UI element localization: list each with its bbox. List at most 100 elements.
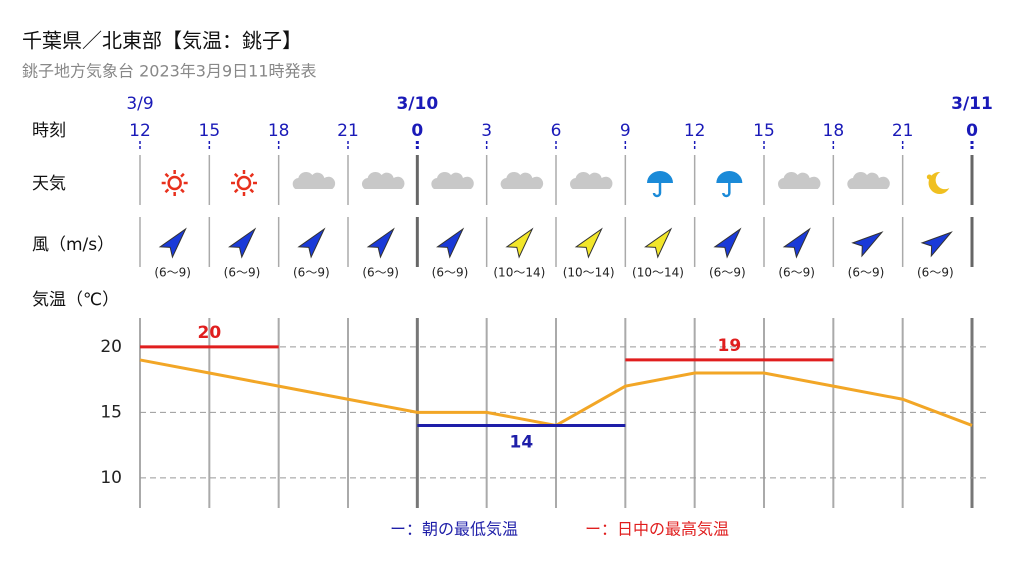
umbrella-handle bbox=[722, 183, 731, 198]
wind-label: (6～9) bbox=[154, 266, 191, 280]
ray bbox=[233, 188, 239, 194]
weather-icon bbox=[161, 170, 188, 196]
ray bbox=[233, 172, 239, 178]
ray bbox=[164, 172, 170, 178]
arrow bbox=[713, 227, 742, 259]
range-label: 20 bbox=[197, 323, 221, 343]
subtitle: 銚子地方気象台 2023年3月9日11時発表 bbox=[22, 62, 317, 81]
hour-label: 12 bbox=[129, 121, 151, 141]
wind-arrow bbox=[782, 227, 811, 259]
ray bbox=[249, 172, 255, 178]
wind-arrow bbox=[366, 227, 395, 259]
wind-label: (10～14) bbox=[632, 266, 684, 280]
weather-icon bbox=[716, 171, 743, 198]
hour-label: 21 bbox=[892, 121, 914, 141]
weather-icon bbox=[500, 171, 544, 189]
row-label: 天気 bbox=[32, 174, 66, 194]
row-label: 風（m/s） bbox=[32, 235, 114, 255]
hour-label: 0 bbox=[411, 121, 423, 141]
cloud bbox=[292, 171, 336, 189]
wind-label: (10～14) bbox=[563, 266, 615, 280]
hour-label: 15 bbox=[199, 121, 221, 141]
legend-entry: ー：日中の最高気温 bbox=[585, 520, 729, 539]
hour-label: 15 bbox=[753, 121, 775, 141]
cloud bbox=[569, 171, 613, 189]
hour-label: 18 bbox=[268, 121, 290, 141]
weather-icon bbox=[777, 171, 821, 189]
wind-arrow bbox=[297, 227, 326, 259]
hour-label: 0 bbox=[966, 121, 978, 141]
title: 千葉県／北東部【気温：銚子】 bbox=[22, 29, 302, 53]
range-label: 19 bbox=[717, 336, 741, 356]
row-label: 気温（℃） bbox=[32, 290, 119, 310]
star bbox=[926, 174, 932, 180]
sun bbox=[167, 175, 182, 191]
date-label: 3/11 bbox=[951, 94, 993, 114]
hour-label: 18 bbox=[823, 121, 845, 141]
wind-arrow bbox=[851, 231, 884, 258]
weather-icon bbox=[647, 171, 673, 198]
wind-label: (6～9) bbox=[224, 266, 261, 280]
weather-icon bbox=[361, 171, 405, 189]
wind-label: (6～9) bbox=[709, 266, 746, 280]
moon bbox=[928, 171, 950, 194]
weather-icon bbox=[926, 171, 950, 194]
wind-label: (10～14) bbox=[493, 266, 545, 280]
umbrella bbox=[716, 171, 743, 183]
arrow bbox=[644, 227, 673, 259]
wind-arrow bbox=[920, 231, 953, 258]
wind-arrow bbox=[574, 227, 603, 259]
arrow bbox=[920, 231, 953, 258]
ray bbox=[249, 188, 255, 194]
date-label: 3/9 bbox=[126, 94, 153, 114]
row-label: 時刻 bbox=[32, 121, 66, 141]
hour-label: 21 bbox=[337, 121, 359, 141]
cloud bbox=[847, 171, 890, 189]
wind-arrow bbox=[228, 227, 257, 259]
wind-label: (6～9) bbox=[778, 266, 815, 280]
arrow bbox=[436, 227, 465, 259]
hour-label: 12 bbox=[684, 121, 706, 141]
wind-label: (6～9) bbox=[362, 266, 399, 280]
weather-icon bbox=[431, 171, 474, 189]
arrow bbox=[574, 227, 603, 259]
wind-label: (6～9) bbox=[432, 266, 469, 280]
sun bbox=[236, 175, 252, 191]
hour-label: 6 bbox=[551, 121, 562, 141]
ray bbox=[164, 188, 170, 194]
wind-arrow bbox=[713, 227, 742, 259]
legend-entry: ー：朝の最低気温 bbox=[390, 520, 518, 539]
wind-arrow bbox=[505, 227, 534, 259]
date-label: 3/10 bbox=[396, 94, 438, 114]
umbrella-handle bbox=[652, 183, 662, 198]
wind-label: (6～9) bbox=[917, 266, 954, 280]
arrow bbox=[228, 227, 257, 259]
cloud bbox=[361, 171, 405, 189]
hour-label: 9 bbox=[620, 121, 631, 141]
cloud bbox=[500, 171, 544, 189]
umbrella bbox=[647, 171, 673, 183]
range-label: 14 bbox=[509, 432, 533, 452]
hour-label: 3 bbox=[481, 121, 492, 141]
cloud bbox=[431, 171, 474, 189]
wind-arrow bbox=[644, 227, 673, 259]
arrow bbox=[782, 227, 811, 259]
wind-label: (6～9) bbox=[293, 266, 330, 280]
weather-icon bbox=[847, 171, 890, 189]
arrow bbox=[366, 227, 395, 259]
arrow bbox=[505, 227, 534, 259]
wind-arrow bbox=[436, 227, 465, 259]
weather-icon bbox=[569, 171, 613, 189]
ray bbox=[180, 172, 185, 178]
weather-icon bbox=[292, 171, 336, 189]
ray bbox=[180, 188, 185, 194]
arrow bbox=[851, 231, 884, 258]
cloud bbox=[777, 171, 821, 189]
arrow bbox=[158, 227, 187, 259]
wind-label: (6～9) bbox=[848, 266, 885, 280]
y-tick-label: 20 bbox=[100, 337, 122, 357]
wind-arrow bbox=[158, 227, 187, 259]
weather-icon bbox=[231, 170, 257, 196]
arrow bbox=[297, 227, 326, 259]
